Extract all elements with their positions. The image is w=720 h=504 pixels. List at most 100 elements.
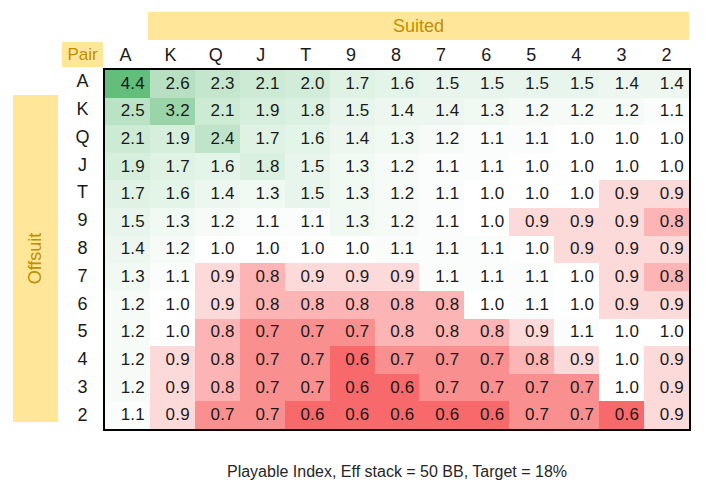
heatmap-cell: 1.1	[419, 236, 464, 264]
heatmap-cell: 0.9	[330, 263, 375, 291]
heatmap-cell: 1.5	[554, 70, 599, 98]
heatmap-cell: 1.3	[375, 125, 420, 153]
heatmap-cell: 0.9	[285, 263, 330, 291]
heatmap-cell: 0.6	[330, 346, 375, 374]
heatmap-cell: 0.7	[464, 346, 509, 374]
heatmap-cell: 0.7	[464, 374, 509, 402]
heatmap-cell: 1.1	[464, 153, 509, 181]
heatmap-cell: 0.9	[599, 263, 644, 291]
playable-index-chart: Suited Pair Offsuit AKQJT98765432 AKQJT9…	[0, 0, 720, 504]
heatmap-cell: 1.2	[105, 374, 150, 402]
heatmap-cell: 0.8	[330, 291, 375, 319]
heatmap-cell: 0.8	[285, 291, 330, 319]
heatmap-cell: 2.6	[150, 70, 195, 98]
heatmap-cell: 0.9	[644, 374, 689, 402]
heatmap-cell: 1.8	[285, 98, 330, 126]
heatmap-cell: 0.7	[509, 374, 554, 402]
col-header: 6	[464, 42, 509, 68]
heatmap-cell: 1.2	[105, 291, 150, 319]
row-header: Q	[62, 124, 103, 152]
heatmap-cell: 0.9	[375, 263, 420, 291]
heatmap-cell: 1.0	[599, 346, 644, 374]
heatmap-cell: 1.6	[375, 70, 420, 98]
heatmap-cell: 0.9	[150, 401, 195, 429]
heatmap-cell: 0.7	[554, 374, 599, 402]
heatmap-cell: 0.7	[375, 346, 420, 374]
heatmap-cell: 0.9	[599, 291, 644, 319]
heatmap-cell: 1.1	[644, 98, 689, 126]
suited-axis-band: Suited	[148, 12, 689, 40]
heatmap-cell: 0.9	[150, 346, 195, 374]
col-header: 5	[509, 42, 554, 68]
chart-caption: Playable Index, Eff stack = 50 BB, Targe…	[103, 463, 691, 481]
heatmap-cell: 1.5	[285, 180, 330, 208]
heatmap-cell: 1.2	[599, 98, 644, 126]
heatmap-cell: 1.1	[464, 125, 509, 153]
heatmap-cell: 0.6	[419, 401, 464, 429]
row-header: J	[62, 151, 103, 179]
heatmap-cell: 1.1	[375, 236, 420, 264]
heatmap-cell: 1.0	[464, 208, 509, 236]
heatmap-cell: 1.1	[554, 319, 599, 347]
heatmap-cell: 1.7	[330, 70, 375, 98]
heatmap-cell: 0.9	[554, 236, 599, 264]
heatmap-cell: 1.5	[464, 70, 509, 98]
suited-axis-label: Suited	[393, 16, 444, 37]
heatmap-cell: 0.6	[375, 374, 420, 402]
heatmap-cell: 1.2	[150, 236, 195, 264]
heatmap-cell: 0.9	[644, 180, 689, 208]
heatmap-cell: 0.7	[419, 374, 464, 402]
heatmap-cell: 1.4	[105, 236, 150, 264]
heatmap-cell: 1.2	[375, 153, 420, 181]
col-header: 3	[599, 42, 644, 68]
row-header: 9	[62, 207, 103, 235]
heatmap-cell: 2.1	[195, 98, 240, 126]
row-header: 8	[62, 235, 103, 263]
heatmap-cell: 1.3	[240, 180, 285, 208]
heatmap-cell: 1.1	[419, 180, 464, 208]
heatmap-cell: 0.8	[644, 208, 689, 236]
heatmap-cell: 0.9	[599, 236, 644, 264]
row-headers: AKQJT98765432	[62, 68, 103, 429]
heatmap-cell: 1.3	[105, 263, 150, 291]
heatmap-cell: 1.0	[644, 319, 689, 347]
offsuit-axis-label: Offsuit	[25, 233, 46, 285]
heatmap-cell: 1.1	[105, 401, 150, 429]
heatmap-grid: 4.42.62.32.12.01.71.61.51.51.51.51.41.42…	[103, 68, 691, 431]
row-header: 7	[62, 262, 103, 290]
heatmap-cell: 1.0	[554, 125, 599, 153]
heatmap-cell: 1.5	[509, 70, 554, 98]
heatmap-cell: 0.6	[464, 401, 509, 429]
heatmap-cell: 0.6	[330, 374, 375, 402]
heatmap-cell: 1.2	[375, 180, 420, 208]
heatmap-cell: 1.1	[464, 236, 509, 264]
heatmap-cell: 1.1	[285, 208, 330, 236]
row-header: A	[62, 68, 103, 96]
heatmap-cell: 1.1	[150, 263, 195, 291]
heatmap-cell: 0.9	[554, 208, 599, 236]
heatmap-cell: 0.7	[240, 346, 285, 374]
heatmap-cell: 1.0	[644, 153, 689, 181]
heatmap-cell: 4.4	[105, 70, 150, 98]
heatmap-cell: 1.0	[464, 180, 509, 208]
row-header: 6	[62, 290, 103, 318]
heatmap-cell: 1.0	[150, 291, 195, 319]
heatmap-cell: 0.8	[419, 291, 464, 319]
heatmap-cell: 1.0	[554, 263, 599, 291]
heatmap-cell: 0.7	[285, 346, 330, 374]
heatmap-cell: 1.0	[240, 236, 285, 264]
heatmap-cell: 1.4	[375, 98, 420, 126]
heatmap-cell: 1.9	[150, 125, 195, 153]
row-header: K	[62, 96, 103, 124]
heatmap-cell: 0.7	[419, 346, 464, 374]
heatmap-cell: 1.7	[240, 125, 285, 153]
heatmap-cell: 1.4	[419, 98, 464, 126]
row-header: 5	[62, 318, 103, 346]
row-header: 3	[62, 373, 103, 401]
heatmap-cell: 1.3	[330, 180, 375, 208]
col-header: 8	[373, 42, 418, 68]
heatmap-cell: 0.9	[644, 236, 689, 264]
heatmap-cell: 0.7	[240, 319, 285, 347]
heatmap-cell: 1.1	[509, 263, 554, 291]
heatmap-cell: 1.2	[195, 208, 240, 236]
